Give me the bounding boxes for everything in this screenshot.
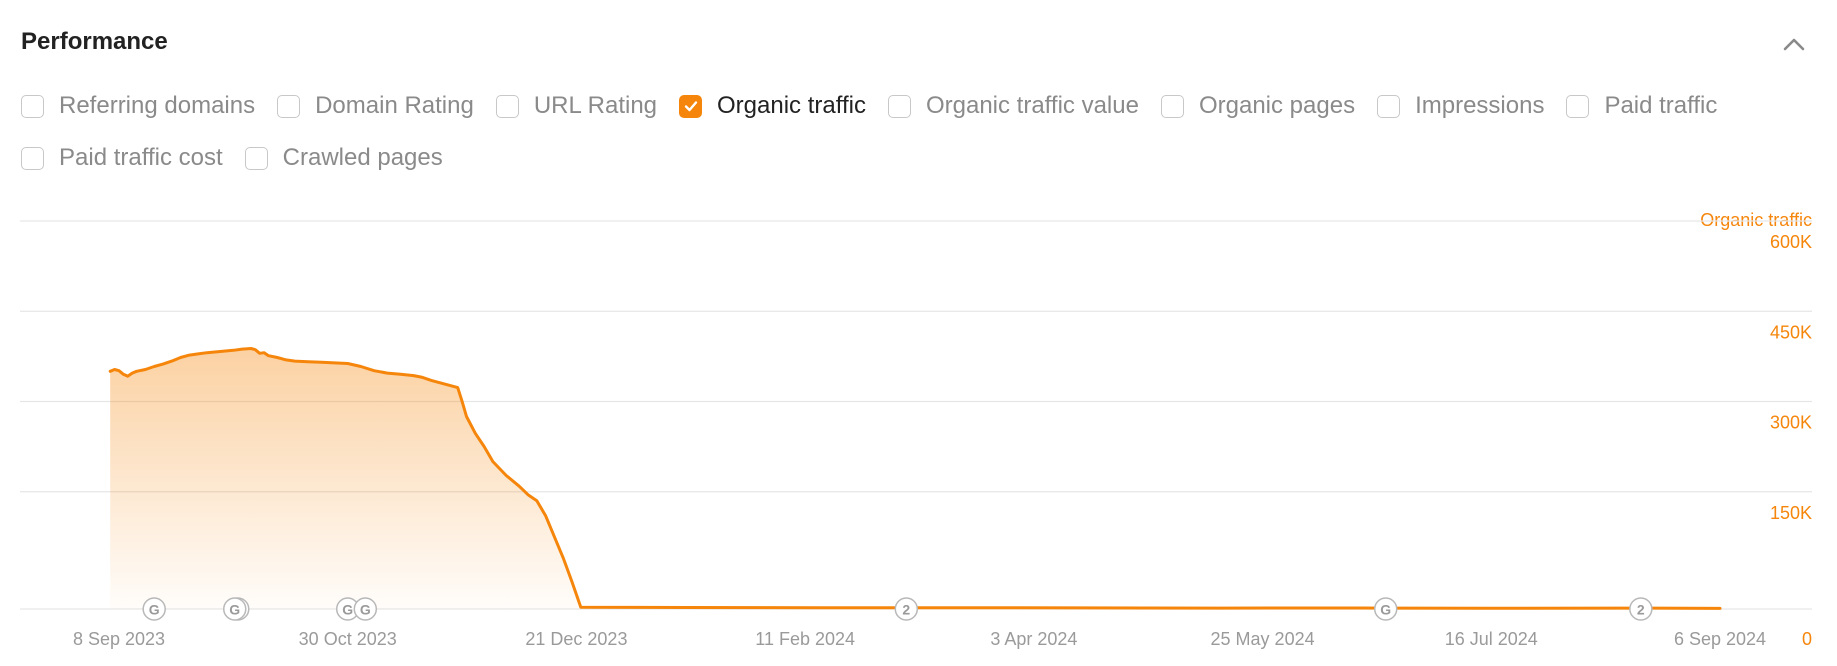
- annotation-marker: G: [142, 597, 166, 621]
- annotation-label: 2: [1637, 602, 1645, 618]
- panel-title: Performance: [21, 28, 168, 55]
- x-tick-label: 6 Sep 2024: [1674, 629, 1766, 649]
- filter-url-rating[interactable]: URL Rating: [495, 92, 658, 120]
- checkbox[interactable]: [1566, 94, 1590, 118]
- x-tick-label: 25 May 2024: [1211, 629, 1315, 649]
- checkbox[interactable]: [495, 94, 519, 118]
- x-tick-label: 3 Apr 2024: [990, 629, 1077, 649]
- filter-organic-traffic-value[interactable]: Organic traffic value: [887, 92, 1139, 120]
- annotation-label: G: [342, 602, 353, 618]
- checkbox[interactable]: [244, 146, 268, 170]
- filter-label: Paid traffic cost: [59, 144, 223, 171]
- check-icon: [684, 101, 697, 112]
- filter-organic-traffic[interactable]: Organic traffic: [679, 92, 866, 120]
- filter-paid-traffic-cost[interactable]: Paid traffic cost: [21, 144, 223, 172]
- filter-label: Impressions: [1415, 92, 1545, 119]
- x-tick-label: 11 Feb 2024: [755, 629, 855, 649]
- y-tick-label: 450K: [1770, 322, 1812, 342]
- metric-filters: Referring domains Domain Rating URL Rating…: [21, 92, 1811, 172]
- x-tick-label: 30 Oct 2023: [299, 629, 397, 649]
- annotation-label: G: [360, 602, 371, 618]
- annotation-label: G: [1380, 602, 1391, 618]
- filter-label: Organic traffic: [717, 92, 866, 119]
- annotation-marker: 2: [1629, 597, 1653, 621]
- y-tick-label: 600K: [1770, 232, 1812, 252]
- annotation-circle: [1373, 597, 1398, 621]
- x-tick-label: 21 Dec 2023: [525, 629, 627, 649]
- filter-impressions[interactable]: Impressions: [1377, 92, 1544, 120]
- filter-label: Paid traffic: [1604, 92, 1718, 119]
- annotation-circle: [223, 597, 247, 621]
- checkbox[interactable]: [679, 94, 703, 118]
- checkbox[interactable]: [21, 94, 44, 118]
- checkbox[interactable]: [21, 146, 44, 170]
- series-line: [108, 347, 1722, 610]
- organic-traffic-chart: Organic traffic 0 150K 300K 450K 600K 8 Sep 20…: [20, 210, 1812, 649]
- annotation-marker: G: [223, 597, 247, 621]
- filter-label: Organic pages: [1198, 92, 1356, 119]
- annotation-circle: [142, 597, 166, 621]
- annotation-marker: G: [353, 597, 378, 621]
- y-tick-label: 300K: [1770, 413, 1812, 433]
- annotation-marker: G: [1373, 597, 1398, 621]
- filter-label: Crawled pages: [282, 144, 443, 171]
- checkbox[interactable]: [277, 94, 301, 118]
- checkbox[interactable]: [887, 94, 911, 118]
- y-axis-title: Organic traffic: [1700, 210, 1812, 230]
- filter-label: Organic traffic value: [925, 92, 1139, 119]
- annotation-circle: [894, 597, 919, 621]
- filter-domain-rating[interactable]: Domain Rating: [277, 92, 474, 120]
- y-tick-label: 150K: [1770, 503, 1812, 523]
- y-tick-label: 0: [1802, 629, 1812, 649]
- filter-crawled-pages[interactable]: Crawled pages: [244, 144, 443, 172]
- x-tick-label: 8 Sep 2023: [73, 629, 165, 649]
- annotation-label: G: [229, 602, 240, 618]
- filter-label: Domain Rating: [315, 92, 474, 119]
- filter-organic-pages[interactable]: Organic pages: [1160, 92, 1356, 120]
- performance-chart: Organic traffic 0 150K 300K 450K 600K 8 Sep 20…: [0, 200, 1837, 666]
- checkbox[interactable]: [1160, 94, 1184, 118]
- filter-paid-traffic[interactable]: Paid traffic: [1566, 92, 1717, 120]
- filter-label: URL Rating: [533, 92, 658, 119]
- annotation-circle: [1629, 597, 1653, 621]
- chevron-up-icon[interactable]: [1779, 30, 1809, 60]
- filter-referring-domains[interactable]: Referring domains: [21, 92, 255, 120]
- annotation-marker: 2: [894, 597, 919, 621]
- series-area: [110, 348, 1721, 609]
- panel-header: Performance: [21, 26, 1837, 56]
- filter-label: Referring domains: [59, 92, 256, 119]
- checkbox[interactable]: [1377, 94, 1401, 118]
- annotation-label: G: [149, 602, 160, 618]
- x-tick-label: 16 Jul 2024: [1445, 629, 1538, 649]
- annotation-circle: [353, 597, 378, 621]
- annotation-label: 2: [902, 602, 910, 618]
